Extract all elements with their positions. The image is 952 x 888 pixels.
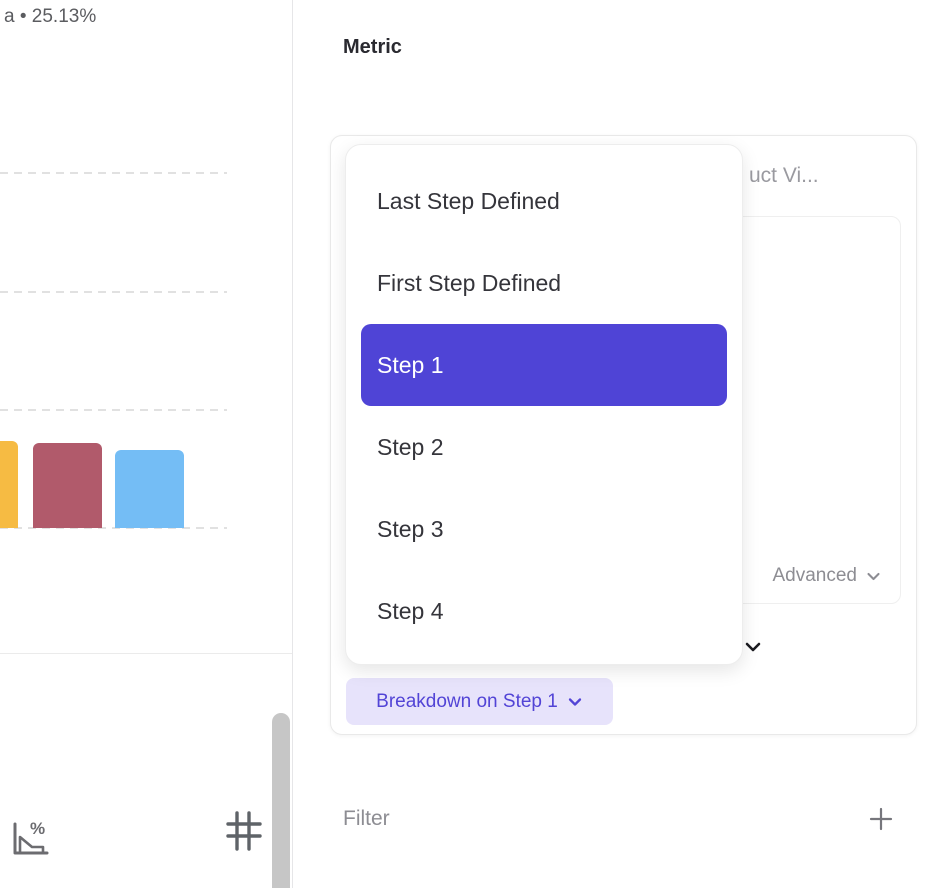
filter-section-title: Filter (343, 807, 390, 830)
horizontal-divider (0, 653, 292, 654)
pane-divider (292, 0, 293, 888)
dropdown-item[interactable]: Step 2 (377, 433, 444, 460)
series-legend: a • 25.13% (4, 6, 97, 27)
chevron-down-icon (568, 697, 581, 706)
baseline-gridline (0, 527, 227, 529)
dropdown-item[interactable]: Last Step Defined (377, 187, 560, 214)
chevron-down-icon (867, 572, 880, 580)
metric-pane: Metric uct Vi... Advanced Breakdown on S… (293, 0, 952, 888)
scrollbar-thumb[interactable] (272, 713, 290, 888)
chevron-down-icon[interactable] (742, 636, 764, 658)
advanced-label: Advanced (772, 565, 857, 586)
metric-event-label[interactable]: uct Vi... (749, 164, 819, 187)
gridline (0, 172, 227, 174)
gridline (0, 409, 227, 411)
dropdown-item[interactable]: Step 1 (361, 324, 727, 406)
funnel-bar[interactable] (115, 450, 184, 528)
dropdown-item[interactable]: First Step Defined (377, 269, 562, 296)
metric-section-title: Metric (343, 36, 402, 58)
dropdown-item[interactable]: Step 3 (377, 515, 444, 542)
step-dropdown-menu: Last Step Defined First Step Defined Ste… (345, 144, 743, 665)
plus-icon (869, 807, 893, 831)
advanced-toggle[interactable]: Advanced (772, 565, 882, 587)
breakdown-label: Breakdown on Step 1 (376, 690, 558, 712)
svg-text:%: % (30, 819, 45, 838)
grid-hash-icon[interactable] (226, 808, 262, 859)
add-filter-button[interactable] (868, 806, 894, 832)
funnel-bar[interactable] (0, 441, 18, 528)
gridline (0, 291, 227, 293)
filter-section: Filter (343, 806, 894, 832)
breakdown-button[interactable]: Breakdown on Step 1 (346, 678, 613, 725)
chart-pane: a • 25.13% % (0, 0, 292, 888)
dropdown-item[interactable]: Step 4 (377, 597, 444, 624)
funnel-bar[interactable] (33, 443, 102, 528)
conversion-rate-chart-icon[interactable]: % (8, 816, 50, 867)
